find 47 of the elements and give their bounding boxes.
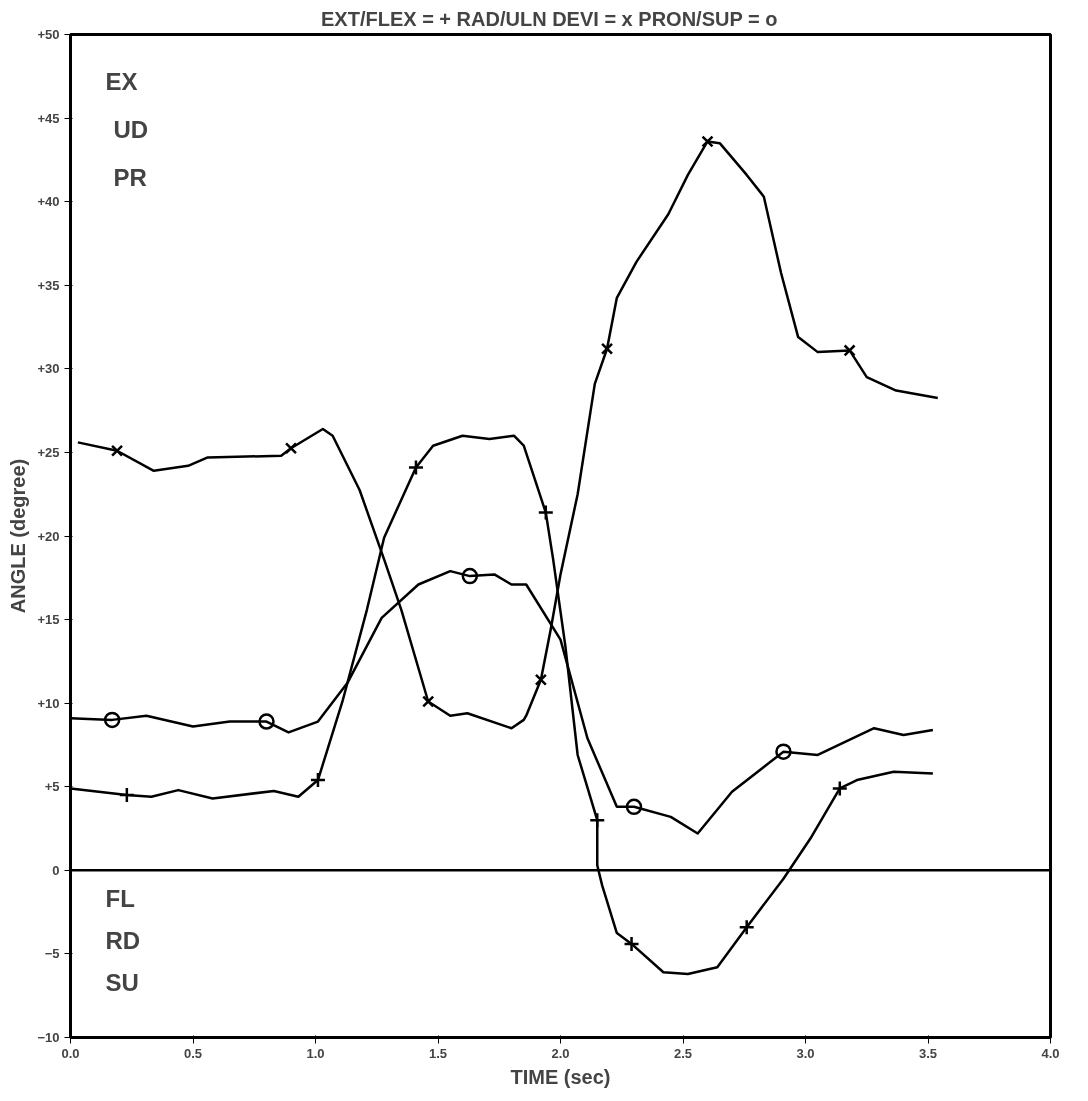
y-tick-label: +5 (44, 779, 60, 795)
point (309, 771, 327, 789)
y-tick-label: +20 (37, 528, 60, 544)
y-axis-title: ANGLE (degree) (7, 458, 30, 614)
x-tick-label: 2.0 (551, 1045, 570, 1061)
y-tick-label: −5 (44, 946, 60, 962)
point (461, 567, 479, 585)
x-axis-title: TIME (sec) (510, 1065, 611, 1088)
point (600, 342, 614, 355)
x-tick-label: 2.5 (673, 1045, 693, 1061)
point (422, 695, 435, 708)
y-tick-label: +45 (37, 110, 60, 126)
y-tick-label: +50 (37, 27, 60, 42)
x-tick-label: 3.0 (796, 1045, 815, 1061)
annotation: FL (105, 885, 135, 913)
point (407, 459, 425, 476)
x-tick-label: 0.5 (183, 1045, 203, 1061)
y-tick-label: +25 (37, 444, 60, 460)
x-tick-label: 1.5 (428, 1045, 448, 1061)
annotation: RD (105, 927, 141, 955)
point (831, 780, 849, 797)
y-tick-label: −10 (37, 1030, 60, 1045)
point (701, 135, 714, 148)
point (775, 743, 792, 760)
chart-title: EXT/FLEX = + RAD/ULN DEVI = x PRON/SUP = o (321, 7, 778, 30)
point (625, 798, 643, 816)
point (843, 344, 856, 357)
annotation: EX (105, 67, 138, 95)
point (284, 442, 298, 455)
y-tick-label: +10 (37, 695, 60, 711)
y-tick-label: +15 (37, 612, 60, 628)
x-tick-label: 4.0 (1041, 1045, 1060, 1061)
point (534, 673, 548, 686)
y-tick-label: +35 (37, 277, 60, 293)
point (110, 444, 124, 457)
x-tick-label: 0.0 (61, 1045, 80, 1061)
x-tick-label: 1.0 (306, 1045, 325, 1061)
y-tick-label: +40 (37, 194, 60, 210)
y-tick-label: 0 (52, 862, 60, 878)
x-tick-label: 3.5 (918, 1045, 938, 1061)
y-tick-label: +30 (37, 361, 60, 377)
point (258, 713, 275, 730)
annotation: SU (105, 969, 139, 997)
point (623, 935, 640, 953)
annotation: UD (113, 115, 149, 143)
annotation: PR (113, 163, 147, 191)
point (103, 711, 121, 729)
